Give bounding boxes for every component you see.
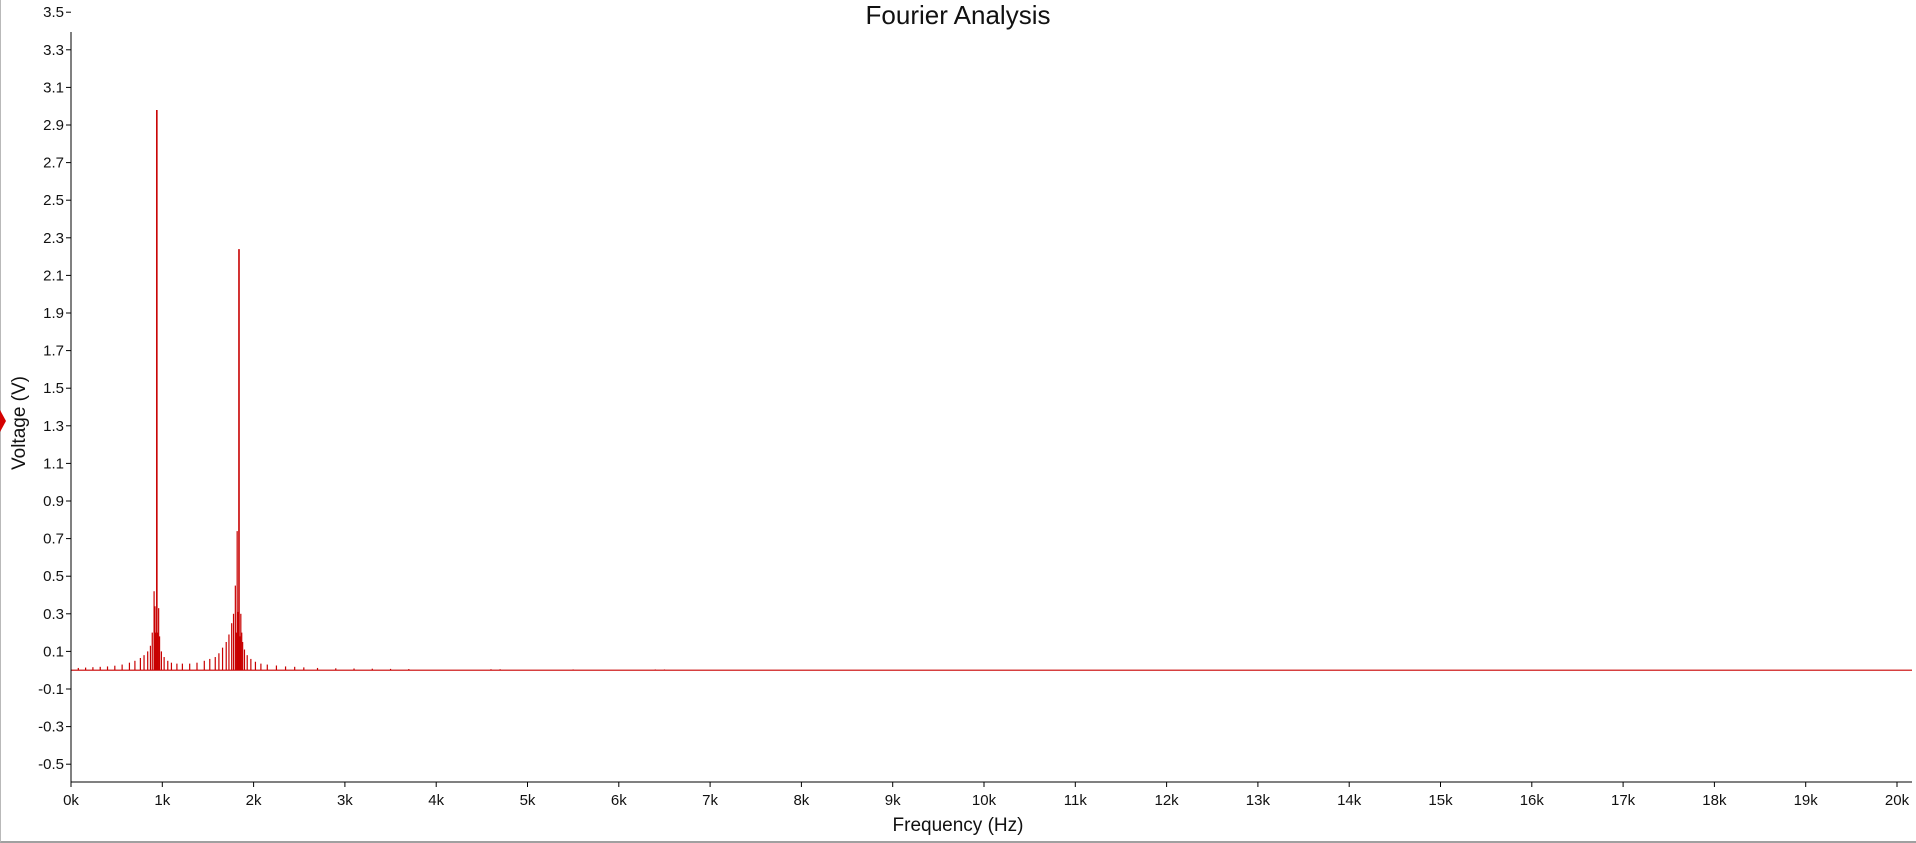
- x-tick-label: 13k: [1246, 792, 1271, 809]
- x-tick-label: 19k: [1794, 792, 1819, 809]
- y-tick-label: 2.3: [43, 230, 64, 247]
- x-tick-label: 12k: [1155, 792, 1180, 809]
- y-tick-label: 0.3: [43, 606, 64, 623]
- spectrum-bars: [71, 109, 1912, 671]
- y-tick-label: 2.1: [43, 267, 64, 284]
- x-tick-label: 16k: [1520, 792, 1545, 809]
- y-tick-label: 3.1: [43, 79, 64, 96]
- x-tick-label: 18k: [1702, 792, 1727, 809]
- x-tick-label: 2k: [246, 792, 262, 809]
- y-tick-label: 1.7: [43, 343, 64, 360]
- y-tick-label: 0.9: [43, 493, 64, 510]
- y-tick-label: 1.5: [43, 380, 64, 397]
- y-tick-label: -0.5: [38, 756, 64, 773]
- x-tick-label: 20k: [1885, 792, 1910, 809]
- y-tick-label: 2.5: [43, 192, 64, 209]
- y-tick-label: 1.9: [43, 305, 64, 322]
- x-tick-label: 15k: [1428, 792, 1453, 809]
- y-tick-label: 3.3: [43, 42, 64, 59]
- y-tick-label: 1.3: [43, 418, 64, 435]
- x-tick-label: 17k: [1611, 792, 1636, 809]
- y-tick-label: 1.1: [43, 455, 64, 472]
- x-tick-label: 7k: [702, 792, 718, 809]
- y-tick-label: 3.5: [43, 4, 64, 21]
- y-tick-label: 0.7: [43, 531, 64, 548]
- x-tick-label: 11k: [1064, 792, 1088, 809]
- x-tick-label: 6k: [611, 792, 627, 809]
- axes: [66, 11, 1912, 787]
- y-tick-label: 0.1: [43, 643, 64, 660]
- x-tick-label: 1k: [154, 792, 170, 809]
- splitter-handle-marker[interactable]: [0, 410, 6, 432]
- chart-title: Fourier Analysis: [865, 0, 1051, 30]
- x-tick-label: 0k: [63, 792, 79, 809]
- tick-labels: 3.5 3.3 3.1 2.9 2.7 2.5 2.3 2.1 1.9 1.7 1.5 1.3 1.1 0…: [38, 4, 1909, 809]
- x-tick-label: 8k: [793, 792, 809, 809]
- x-tick-label: 3k: [337, 792, 353, 809]
- x-tick-label: 14k: [1337, 792, 1362, 809]
- x-tick-label: 9k: [885, 792, 901, 809]
- y-tick-label: 0.5: [43, 568, 64, 585]
- x-tick-label: 10k: [972, 792, 997, 809]
- y-tick-label: -0.1: [38, 681, 64, 698]
- y-tick-label: 2.7: [43, 155, 64, 172]
- x-tick-label: 4k: [428, 792, 444, 809]
- y-tick-label: -0.3: [38, 719, 64, 736]
- x-tick-label: 5k: [520, 792, 536, 809]
- x-axis-label: Frequency (Hz): [892, 815, 1024, 836]
- y-tick-label: 2.9: [43, 117, 64, 134]
